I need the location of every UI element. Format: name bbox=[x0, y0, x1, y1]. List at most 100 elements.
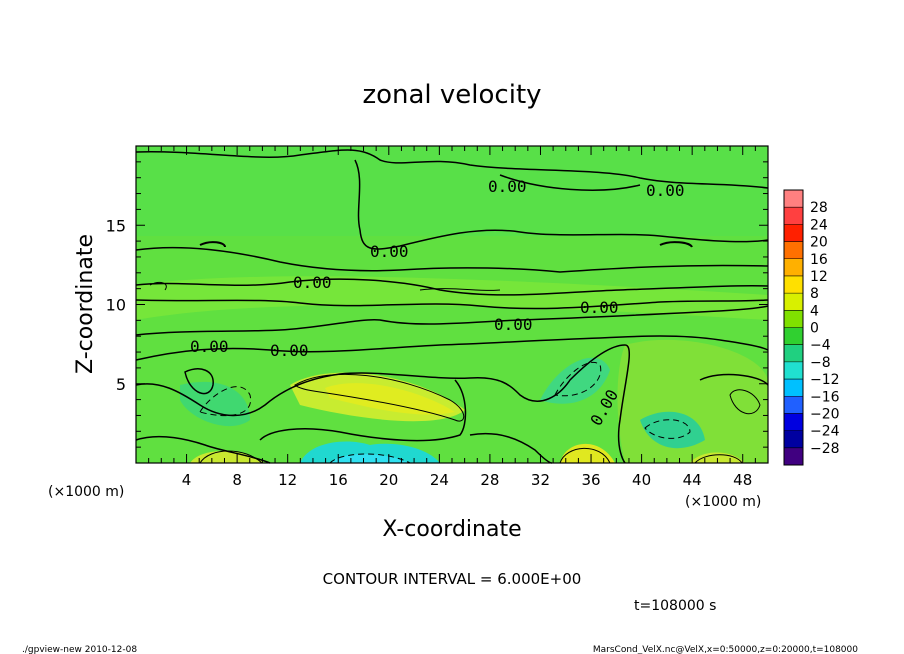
colorbar-swatch bbox=[784, 344, 803, 363]
y-axis-label: Z-coordinate bbox=[73, 234, 98, 374]
negative-contour bbox=[199, 386, 252, 417]
colorbar-label: 16 bbox=[810, 252, 828, 268]
footer-left: ./gpview-new 2010-12-08 bbox=[22, 645, 137, 654]
colorbar-swatch bbox=[784, 207, 803, 225]
contour-line bbox=[135, 278, 769, 296]
field-patch bbox=[190, 450, 265, 463]
colorbar-label: −20 bbox=[810, 406, 840, 422]
colorbar-swatch bbox=[784, 241, 803, 260]
x-tick-label: 8 bbox=[232, 471, 242, 489]
colorbar-swatch bbox=[784, 413, 803, 432]
contour-line bbox=[184, 368, 214, 395]
colorbar-label: 12 bbox=[810, 269, 828, 285]
colorbar-label: −8 bbox=[810, 355, 831, 371]
field-patch bbox=[136, 276, 768, 320]
plot-area: 0.00 0.00 0.00 0.00 0.00 0.00 0.00 0.00 … bbox=[135, 145, 769, 464]
contour-line bbox=[499, 174, 641, 191]
contour-line bbox=[354, 159, 769, 250]
field-patch bbox=[560, 443, 615, 463]
x-tick-label: 24 bbox=[430, 471, 449, 489]
x-axis: 4 8 12 16 20 24 28 32 36 40 44 48 bbox=[148, 146, 756, 489]
colorbar-swatch bbox=[784, 430, 803, 449]
field-patch bbox=[300, 441, 440, 463]
contour-lines bbox=[135, 149, 769, 464]
contour-label: 0.00 bbox=[488, 177, 527, 196]
x-unit-right: (×1000 m) bbox=[685, 494, 761, 510]
contour-label: 0.00 bbox=[494, 315, 533, 334]
contour-line bbox=[135, 344, 631, 464]
chart-title: zonal velocity bbox=[362, 80, 541, 110]
colorbar-label: −16 bbox=[810, 389, 840, 405]
x-tick-label: 20 bbox=[379, 471, 398, 489]
negative-contour bbox=[554, 361, 602, 397]
contour-line bbox=[294, 373, 465, 422]
contour-label: 0.00 bbox=[270, 341, 309, 360]
colorbar-swatch bbox=[784, 293, 803, 311]
x-tick-label: 28 bbox=[480, 471, 499, 489]
contour-line bbox=[199, 450, 263, 464]
contour-line bbox=[699, 373, 769, 386]
contour-label: 0.00 bbox=[370, 242, 409, 261]
colorbar-label: 4 bbox=[810, 303, 819, 319]
colorbar-swatch bbox=[784, 396, 803, 414]
colorbar-swatch bbox=[784, 327, 803, 346]
field-patches bbox=[136, 146, 768, 463]
negative-contour bbox=[644, 419, 691, 439]
colorbar-swatch bbox=[784, 447, 803, 466]
colorbar-swatch bbox=[784, 258, 803, 277]
x-axis-label: X-coordinate bbox=[382, 517, 521, 542]
colorbar-label: 8 bbox=[810, 286, 819, 302]
x-tick-label: 32 bbox=[531, 471, 550, 489]
negative-contours bbox=[199, 361, 691, 464]
field-patch bbox=[325, 383, 455, 415]
contour-label: 0.00 bbox=[646, 181, 685, 200]
field-patch bbox=[690, 452, 745, 463]
contour-line bbox=[199, 241, 226, 248]
contour-line bbox=[659, 241, 693, 248]
colorbar-label: 20 bbox=[810, 235, 828, 251]
contour-label: 0.00 bbox=[293, 273, 332, 292]
colorbar-label: 24 bbox=[810, 217, 828, 233]
x-tick-label: 36 bbox=[581, 471, 600, 489]
contour-line bbox=[559, 447, 611, 464]
colorbar-swatch bbox=[784, 310, 803, 328]
colorbar-label: −12 bbox=[810, 372, 840, 388]
field-patch bbox=[640, 411, 705, 449]
contour-line bbox=[149, 282, 167, 291]
colorbar-label: −4 bbox=[810, 338, 831, 354]
contour-interval: CONTOUR INTERVAL = 6.000E+00 bbox=[323, 570, 582, 588]
x-tick-label: 40 bbox=[632, 471, 651, 489]
colorbar-label: 0 bbox=[810, 321, 819, 337]
x-tick-label: 44 bbox=[683, 471, 702, 489]
contour-line bbox=[694, 454, 743, 464]
colorbar-label: −24 bbox=[810, 424, 840, 440]
colorbar-swatch bbox=[784, 275, 803, 294]
y-axis: 5 10 15 bbox=[106, 161, 768, 448]
colorbar-label: 28 bbox=[810, 200, 828, 216]
contour-line bbox=[135, 299, 769, 310]
contour-line bbox=[135, 149, 769, 189]
contour-line bbox=[135, 305, 769, 336]
contour-line bbox=[729, 389, 761, 415]
x-tick-label: 48 bbox=[733, 471, 752, 489]
y-tick-label: 5 bbox=[116, 375, 126, 394]
y-tick-label: 15 bbox=[106, 216, 126, 235]
contour-line bbox=[135, 246, 769, 273]
contour-line bbox=[419, 288, 501, 291]
colorbar-swatch bbox=[784, 379, 803, 397]
time-label: t=108000 s bbox=[634, 598, 716, 614]
colorbar-swatch bbox=[784, 361, 803, 380]
y-tick-label: 10 bbox=[106, 296, 126, 315]
contour-line bbox=[135, 435, 271, 464]
field-patch bbox=[330, 453, 410, 463]
footer-right: MarsCond_VelX.nc@VelX,x=0:50000,z=0:2000… bbox=[593, 645, 858, 654]
field-patch bbox=[136, 146, 768, 236]
x-tick-label: 12 bbox=[278, 471, 297, 489]
field-patch bbox=[540, 357, 610, 404]
contour-label: 0.00 bbox=[580, 298, 619, 317]
contour-label: 0.00 bbox=[190, 337, 229, 356]
x-tick-label: 16 bbox=[329, 471, 348, 489]
colorbar-label: −28 bbox=[810, 441, 840, 457]
